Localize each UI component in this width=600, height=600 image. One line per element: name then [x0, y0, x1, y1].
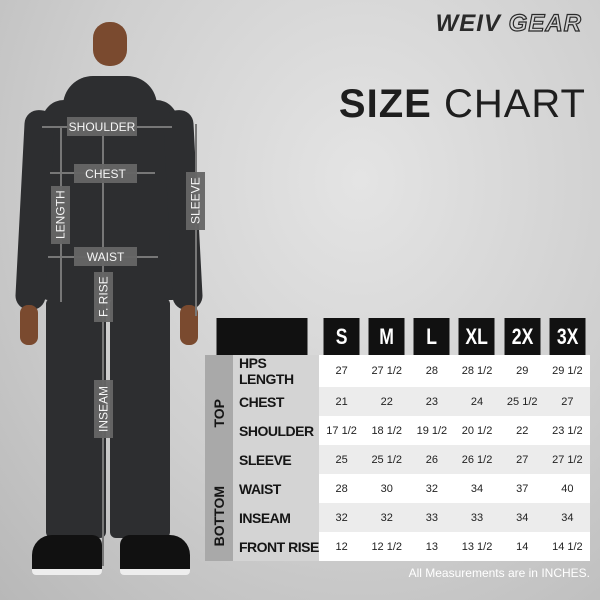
size-value: 23: [409, 387, 455, 416]
row-label: CHEST: [233, 387, 319, 416]
size-header-row: S M L XL 2X 3X: [205, 318, 590, 355]
size-value: 27 1/2: [544, 445, 590, 474]
title-light: CHART: [443, 82, 586, 126]
row-label: WAIST: [233, 474, 319, 503]
size-value: 23 1/2: [544, 416, 590, 445]
size-value: 24: [454, 387, 500, 416]
size-value: 27 1/2: [364, 355, 410, 387]
brand-logo: WEIV GEAR: [435, 9, 582, 37]
size-value: 27: [319, 355, 365, 387]
size-value: 34: [499, 503, 545, 532]
table-row: SLEEVE 25 25 1/2 26 26 1/2 27 27 1/2: [205, 445, 590, 474]
size-value: 27: [499, 445, 545, 474]
row-label: SLEEVE: [233, 445, 319, 474]
left-shoe: [32, 535, 102, 575]
size-value: 25 1/2: [499, 387, 545, 416]
size-value: 21: [319, 387, 365, 416]
table-row: SHOULDER 17 1/2 18 1/2 19 1/2 20 1/2 22 23 1/2: [205, 416, 590, 445]
row-label: SHOULDER: [233, 416, 319, 445]
label-inseam: INSEAM: [94, 380, 113, 438]
right-hand: [180, 305, 198, 345]
size-value: 14 1/2: [544, 532, 590, 561]
label-sleeve: SLEEVE: [186, 172, 205, 230]
size-value: 34: [454, 474, 500, 503]
size-value: 12 1/2: [364, 532, 410, 561]
size-value: 32: [409, 474, 455, 503]
row-label: INSEAM: [233, 503, 319, 532]
size-value: 27: [544, 387, 590, 416]
size-value: 22: [499, 416, 545, 445]
group-label: TOP: [211, 398, 227, 428]
size-header-3x: 3X: [549, 318, 586, 355]
group-bottom: BOTTOM: [205, 474, 233, 561]
size-value: 34: [544, 503, 590, 532]
label-front-rise: F. RISE: [94, 272, 113, 322]
table-row: CHEST 21 22 23 24 25 1/2 27: [205, 387, 590, 416]
size-value: 22: [364, 387, 410, 416]
table-row: TOP HPS LENGTH 27 27 1/2 28 28 1/2 29 29 1/2: [205, 355, 590, 474]
size-value: 28 1/2: [454, 355, 500, 387]
size-header-l: L: [413, 318, 450, 355]
size-table: S M L XL 2X 3X TOP HPS LENGTH 27 27 1/2 28 28 1/2 2…: [205, 318, 590, 561]
size-value: 33: [454, 503, 500, 532]
right-shoe: [120, 535, 190, 575]
size-value: 13 1/2: [454, 532, 500, 561]
size-value: 17 1/2: [319, 416, 365, 445]
right-leg: [110, 298, 170, 538]
header-blank: [216, 318, 308, 355]
model-figure: SHOULDER CHEST LENGTH SLEEVE WAIST F. RI…: [0, 0, 220, 600]
size-value: 32: [364, 503, 410, 532]
label-waist: WAIST: [74, 247, 137, 266]
center-line: [102, 126, 104, 566]
size-value: 20 1/2: [454, 416, 500, 445]
size-value: 29 1/2: [544, 355, 590, 387]
size-value: 25: [319, 445, 365, 474]
table-row: BOTTOM WAIST 28 30 32 34 37 40: [205, 474, 590, 561]
size-value: 37: [499, 474, 545, 503]
title-bold: SIZE: [338, 82, 432, 126]
size-value: 30: [364, 474, 410, 503]
size-header-xl: XL: [458, 318, 496, 355]
size-value: 25 1/2: [364, 445, 410, 474]
size-value: 12: [319, 532, 365, 561]
label-shoulder: SHOULDER: [67, 117, 137, 136]
model-head: [93, 22, 127, 66]
size-value: 40: [544, 474, 590, 503]
size-value: 32: [319, 503, 365, 532]
size-value: 19 1/2: [409, 416, 455, 445]
page-title: SIZE CHART: [339, 82, 586, 127]
left-hand: [20, 305, 38, 345]
size-value: 28: [409, 355, 455, 387]
group-label: BOTTOM: [211, 485, 227, 547]
label-length: LENGTH: [51, 186, 70, 244]
size-value: 14: [499, 532, 545, 561]
group-top: TOP: [205, 355, 233, 474]
size-value: 18 1/2: [364, 416, 410, 445]
size-header-2x: 2X: [504, 318, 541, 355]
row-label: FRONT RISE: [233, 532, 319, 561]
size-value: 26: [409, 445, 455, 474]
size-value: 29: [499, 355, 545, 387]
size-value: 33: [409, 503, 455, 532]
size-header-s: S: [323, 318, 360, 355]
size-value: 28: [319, 474, 365, 503]
size-value: 13: [409, 532, 455, 561]
row-label: HPS LENGTH: [233, 355, 319, 387]
size-value: 26 1/2: [454, 445, 500, 474]
units-note: All Measurements are in INCHES.: [408, 566, 590, 580]
table-row: INSEAM 32 32 33 33 34 34: [205, 503, 590, 532]
size-header-m: M: [368, 318, 405, 355]
table-row: FRONT RISE 12 12 1/2 13 13 1/2 14 14 1/2: [205, 532, 590, 561]
label-chest: CHEST: [74, 164, 137, 183]
